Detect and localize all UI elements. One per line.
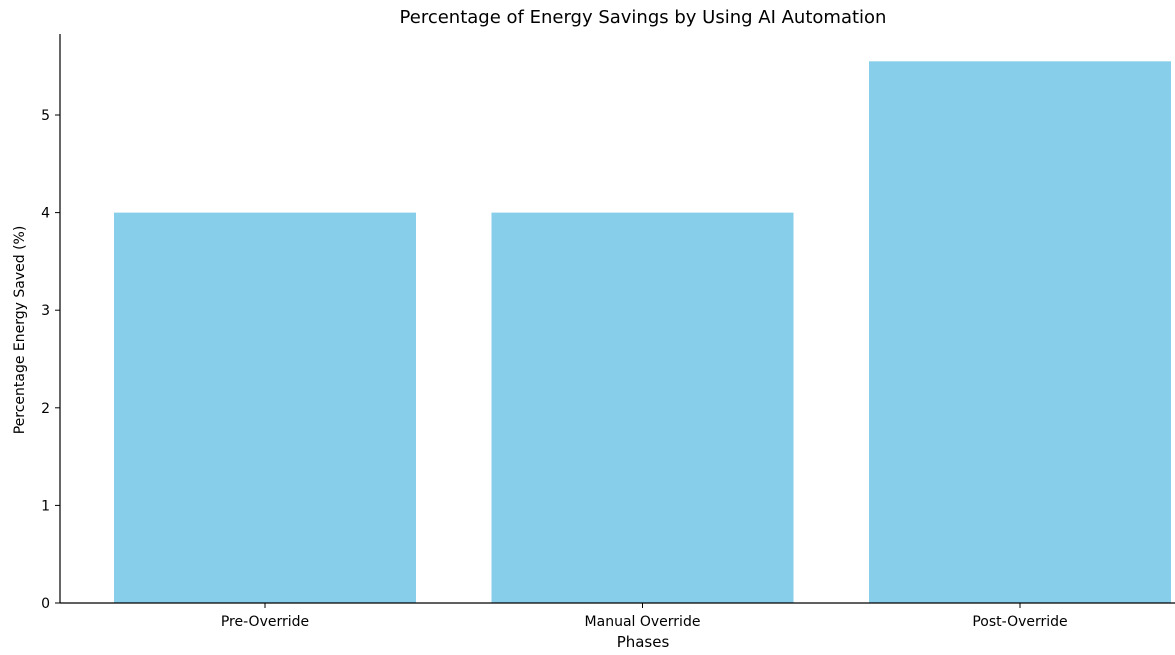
y-tick-label: 0 — [41, 596, 50, 612]
y-tick-label: 3 — [41, 303, 50, 319]
x-axis-ticks: Pre-Override Manual Override Post-Override — [221, 603, 1068, 630]
x-axis-label: Phases — [617, 633, 670, 651]
y-tick-label: 4 — [41, 206, 50, 222]
y-axis-ticks: 0 1 2 3 4 5 — [41, 108, 60, 612]
chart-title: Percentage of Energy Savings by Using AI… — [400, 7, 887, 28]
x-tick-label: Pre-Override — [221, 614, 309, 630]
y-tick-label: 5 — [41, 108, 50, 124]
y-tick-label: 2 — [41, 401, 50, 417]
x-tick-label: Manual Override — [585, 614, 701, 630]
bar-pre-override — [114, 212, 416, 604]
x-tick-label: Post-Override — [972, 614, 1067, 630]
bars-layer — [114, 61, 1171, 604]
bar-manual-override — [491, 212, 794, 604]
y-tick-label: 1 — [41, 498, 50, 514]
y-axis-label: Percentage Energy Saved (%) — [12, 226, 28, 435]
bar-post-override — [869, 61, 1171, 603]
